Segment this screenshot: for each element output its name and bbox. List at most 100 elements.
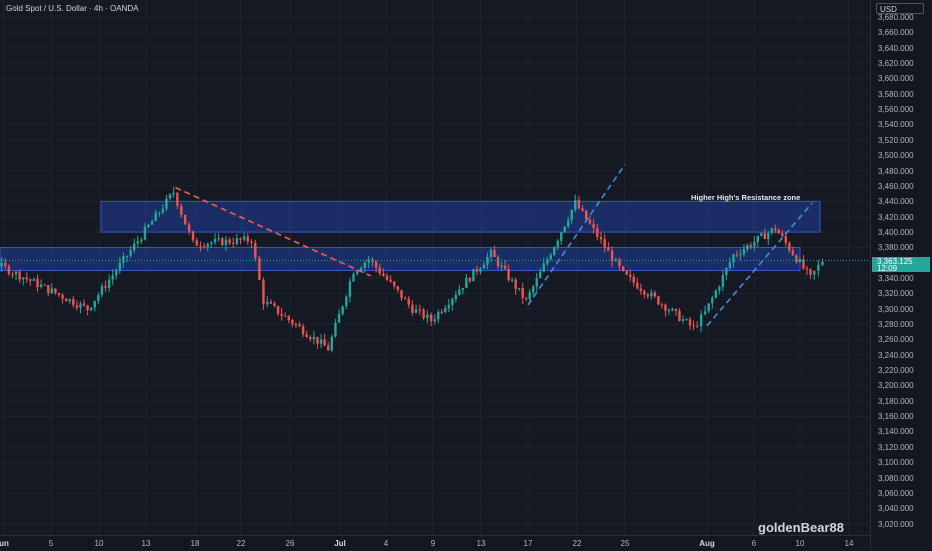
candle-bullish — [699, 314, 703, 327]
time-tick: 26 — [285, 539, 295, 548]
time-tick: 10 — [94, 539, 104, 548]
candle-bullish — [703, 311, 707, 315]
candle-bearish — [599, 237, 603, 240]
candle-bearish — [199, 245, 202, 247]
candle-bearish — [305, 334, 308, 338]
candle-bearish — [774, 228, 777, 230]
candle-bearish — [507, 268, 510, 281]
candle-bullish — [97, 294, 100, 301]
candle-bearish — [385, 275, 389, 280]
time-tick: 22 — [236, 539, 246, 548]
candle-bearish — [429, 314, 433, 322]
candle-bullish — [312, 336, 316, 340]
price-axis[interactable] — [870, 0, 932, 550]
price-tick: 3,480.000 — [878, 166, 914, 176]
price-chart[interactable] — [0, 0, 870, 535]
candle-bearish — [232, 243, 235, 245]
candle-bearish — [54, 288, 57, 294]
candle-bearish — [18, 271, 21, 280]
candle-bullish — [451, 298, 454, 305]
resistance-zone-label: Higher High's Resistance zone — [691, 193, 801, 202]
candle-bearish — [418, 309, 422, 311]
candle-bearish — [777, 229, 780, 234]
price-tick: 3,280.000 — [878, 320, 914, 329]
candle-bearish — [287, 316, 290, 321]
candle-bullish — [235, 238, 239, 244]
time-axis[interactable] — [0, 535, 870, 551]
candle-bearish — [43, 284, 46, 286]
time-tick: 13 — [476, 539, 486, 548]
price-tick: 3,300.000 — [878, 304, 914, 314]
candle-bullish — [206, 243, 209, 247]
candle-bearish — [643, 290, 646, 295]
downtrend-line — [175, 186, 371, 277]
candle-bearish — [250, 241, 253, 243]
candle-bearish — [514, 279, 517, 290]
candle-bearish — [25, 277, 28, 280]
candle-bearish — [309, 337, 312, 340]
candle-bullish — [122, 256, 125, 263]
candle-bearish — [104, 286, 107, 288]
author-watermark: goldenBear88 — [758, 520, 844, 535]
candle-bullish — [528, 292, 531, 300]
candle-bearish — [239, 238, 242, 240]
candle-bullish — [539, 271, 542, 279]
candle-bullish — [14, 271, 18, 275]
price-tick: 3,080.000 — [878, 473, 914, 483]
time-tick: 10 — [795, 539, 805, 548]
candle-bearish — [258, 258, 261, 280]
candle-bearish — [221, 238, 224, 246]
candle-bearish — [228, 239, 231, 244]
candle-bullish — [79, 303, 82, 308]
candle-bullish — [570, 209, 573, 221]
candle-bullish — [510, 279, 514, 281]
candle-bearish — [61, 294, 64, 299]
candle-bullish — [721, 275, 725, 287]
candle-bullish — [168, 194, 172, 199]
candle-bullish — [356, 270, 359, 274]
candle-bullish — [161, 208, 165, 213]
candle-bullish — [517, 287, 521, 290]
candle-bearish — [294, 323, 298, 325]
candle-bullish — [746, 245, 749, 250]
time-tick: Aug — [699, 539, 715, 548]
candle-bearish — [749, 245, 753, 247]
candle-bullish — [714, 290, 718, 298]
candle-bearish — [29, 279, 32, 281]
chart-canvas[interactable] — [0, 0, 870, 535]
candle-bearish — [7, 266, 11, 275]
currency-button[interactable]: USD — [876, 3, 924, 14]
candle-bullish — [172, 192, 175, 195]
candle-bearish — [262, 279, 265, 305]
symbol-title[interactable]: Gold Spot / U.S. Dollar · 4h · OANDA — [6, 4, 139, 13]
candle-bullish — [546, 259, 549, 264]
candle-bullish — [732, 254, 735, 263]
candle-bullish — [718, 286, 721, 291]
candle-bearish — [625, 270, 628, 275]
price-tick: 3,240.000 — [878, 350, 914, 360]
price-tick: 3,060.000 — [878, 488, 914, 498]
current-price-value: 3,363.125 — [877, 257, 913, 266]
candle-bullish — [574, 200, 577, 210]
candle-bearish — [639, 288, 643, 291]
candle-bearish — [407, 298, 410, 305]
candle-bullish — [549, 254, 552, 260]
price-tick: 3,440.000 — [878, 197, 914, 207]
candle-bearish — [802, 259, 805, 269]
candle-bullish — [319, 339, 323, 344]
candle-bearish — [657, 296, 660, 305]
candle-bearish — [323, 339, 326, 346]
time-tick: 5 — [48, 539, 54, 548]
candle-bullish — [334, 322, 337, 337]
candle-bullish — [111, 275, 114, 280]
candle-bullish — [217, 238, 220, 240]
candle-bullish — [650, 292, 653, 297]
candle-bullish — [125, 255, 129, 257]
candle-bearish — [788, 242, 791, 251]
candle-bearish — [636, 282, 639, 289]
time-tick: 14 — [844, 539, 854, 548]
candle-bearish — [422, 309, 425, 319]
candle-bullish — [560, 232, 563, 241]
candle-bearish — [378, 267, 381, 274]
candle-bearish — [585, 210, 588, 220]
